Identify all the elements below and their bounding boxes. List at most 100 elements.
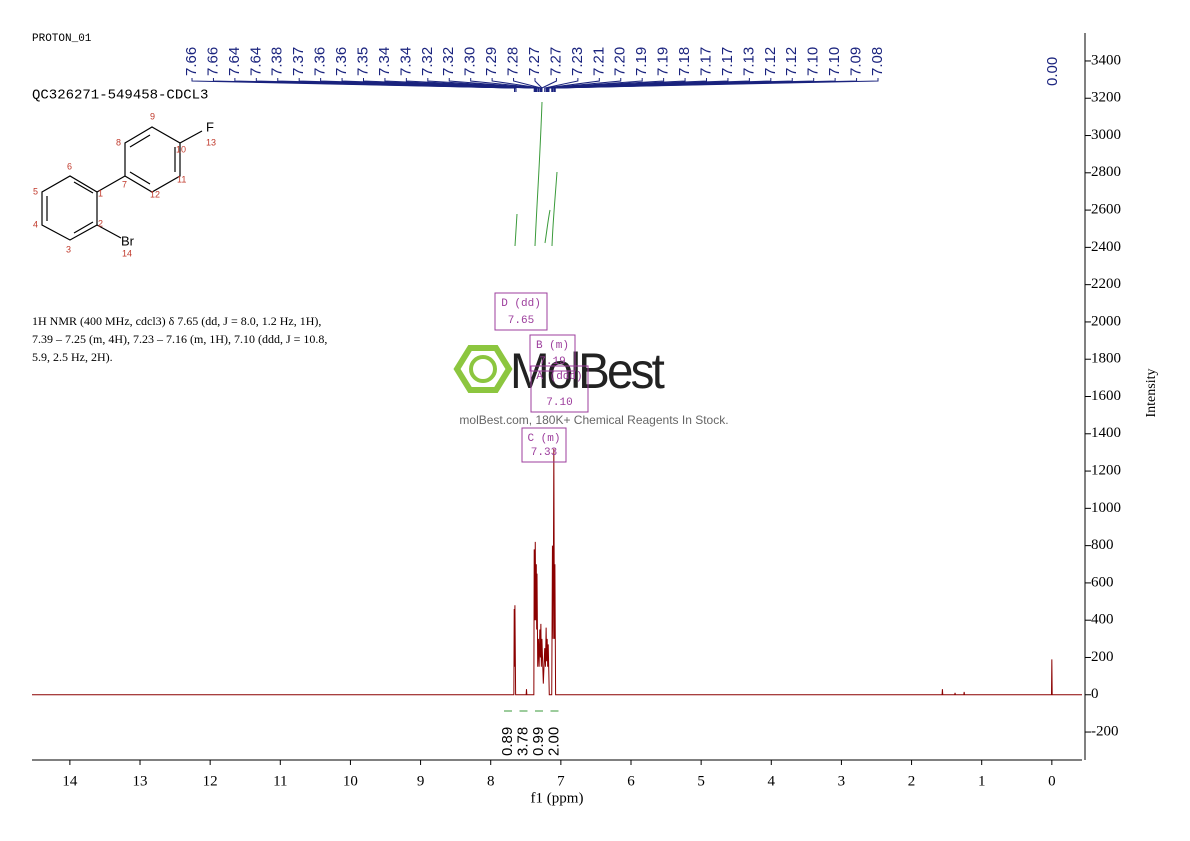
atom-number: 7 — [122, 179, 127, 189]
y-tick-label: 1000 — [1091, 500, 1121, 516]
peak-label: 0.00 — [1044, 57, 1061, 86]
y-tick-label: 2200 — [1091, 276, 1121, 292]
annotation-shift: 7.65 — [508, 315, 534, 327]
peak-label: 7.32 — [440, 47, 457, 76]
atom-number: 10 — [176, 144, 186, 154]
y-tick-label: 3400 — [1091, 52, 1121, 68]
annotation-label: D (dd) — [501, 298, 541, 310]
peak-label: 7.18 — [676, 47, 693, 76]
y-tick-label: 1600 — [1091, 388, 1121, 404]
x-tick-label: 9 — [417, 773, 425, 789]
peak-label: 7.20 — [612, 47, 629, 76]
peak-label: 7.12 — [762, 47, 779, 76]
x-tick-label: 7 — [557, 773, 565, 789]
annotation-box — [521, 427, 567, 463]
x-tick-label: 0 — [1048, 773, 1056, 789]
atom-number: 14 — [122, 248, 132, 258]
peak-connector — [255, 78, 517, 92]
peak-label: 7.10 — [805, 47, 822, 76]
peak-label: 7.38 — [269, 47, 286, 76]
peak-label: 7.29 — [483, 47, 500, 76]
integral-label: 3.78 — [514, 727, 531, 756]
peak-connector — [513, 78, 542, 92]
watermark: MolBest molBest.com, 180K+ Chemical Reag… — [453, 343, 729, 427]
peak-connector — [405, 78, 538, 92]
peak-label: 7.30 — [462, 47, 479, 76]
watermark-tagline: molBest.com, 180K+ Chemical Reagents In … — [459, 413, 728, 427]
x-tick-label: 8 — [487, 773, 495, 789]
annotation-shift: 7.19 — [539, 356, 565, 368]
description: 1H NMR (400 MHz, cdcl3) δ 7.65 (dd, J = … — [32, 314, 321, 328]
y-tick-label: 2000 — [1091, 313, 1121, 329]
x-tick-label: 3 — [838, 773, 846, 789]
peak-label: 7.27 — [547, 47, 564, 76]
y-axis-label: Intensity — [1144, 369, 1159, 418]
spectrum — [32, 448, 1082, 696]
x-tick-label: 11 — [273, 773, 287, 789]
y-tick-label: 1400 — [1091, 425, 1121, 441]
atom-number: 2 — [98, 218, 103, 228]
peak-label: 7.19 — [655, 47, 672, 76]
description: 5.9, 2.5 Hz, 2H). — [32, 350, 113, 364]
peak-label: 7.66 — [183, 47, 200, 76]
peak-label: 7.10 — [826, 47, 843, 76]
peak-label: 7.34 — [397, 47, 414, 76]
peak-label: 7.32 — [419, 47, 436, 76]
peak-connector — [547, 78, 665, 92]
x-tick-label: 1 — [978, 773, 986, 789]
peak-label: 7.36 — [333, 47, 350, 76]
integral-label: 2.00 — [545, 727, 562, 756]
y-tick-label: 600 — [1091, 574, 1114, 590]
integral-curves — [514, 101, 558, 247]
atom-number: 5 — [33, 186, 38, 196]
description: 7.39 – 7.25 (m, 4H), 7.23 – 7.16 (m, 1H)… — [32, 332, 327, 346]
y-tick-label: 400 — [1091, 612, 1114, 628]
integral-label: 0.89 — [499, 727, 516, 756]
y-tick-label: 1800 — [1091, 351, 1121, 367]
peak-label: 7.12 — [783, 47, 800, 76]
peak-connector — [491, 78, 542, 92]
integral-label: 0.99 — [530, 727, 547, 756]
peak-label: 7.64 — [226, 47, 243, 76]
annotation-label: C (m) — [527, 433, 560, 445]
title: PROTON_01 — [32, 33, 92, 45]
atom-number: 6 — [67, 161, 72, 171]
x-tick-label: 12 — [203, 773, 218, 789]
peak-label: 7.17 — [719, 47, 736, 76]
x-axis-label: f1 (ppm) — [531, 790, 584, 806]
peak-label: 7.19 — [633, 47, 650, 76]
y-tick-label: 2800 — [1091, 164, 1121, 180]
peak-label: 7.35 — [354, 47, 371, 76]
x-tick-label: 10 — [343, 773, 358, 789]
x-tick-label: 13 — [133, 773, 148, 789]
y-tick-label: 1200 — [1091, 463, 1121, 479]
atom-number: 1 — [98, 188, 103, 198]
peak-connector — [470, 78, 541, 92]
peak-label: 7.64 — [247, 47, 264, 76]
molecule: F Br 1 2 3 4 5 6 7 8 9 10 11 12 13 14 — [33, 111, 216, 258]
atom-number: 8 — [116, 137, 121, 147]
x-tick-label: 2 — [908, 773, 916, 789]
peak-label: 7.13 — [740, 47, 757, 76]
x-tick-label: 6 — [627, 773, 635, 789]
x-tick-label: 5 — [697, 773, 705, 789]
peak-label: 7.34 — [376, 47, 393, 76]
annotation-box — [529, 334, 576, 372]
peak-label: 7.17 — [697, 47, 714, 76]
peak-label: 7.09 — [848, 47, 865, 76]
annotation-shift: 7.33 — [531, 447, 557, 459]
peak-connector — [546, 78, 622, 92]
atom-number: 12 — [150, 189, 160, 199]
annotation-box — [494, 292, 548, 331]
peak-connector — [544, 78, 579, 92]
peak-label: 7.36 — [312, 47, 329, 76]
atom-number: 3 — [66, 244, 71, 254]
atom-number: 13 — [206, 137, 216, 147]
atom-number: 11 — [177, 174, 186, 184]
peak-connector — [554, 78, 879, 92]
atom-number: 9 — [150, 111, 155, 121]
y-tick-label: 200 — [1091, 649, 1114, 665]
peak-connector — [545, 78, 600, 92]
annotation-box — [530, 365, 589, 413]
